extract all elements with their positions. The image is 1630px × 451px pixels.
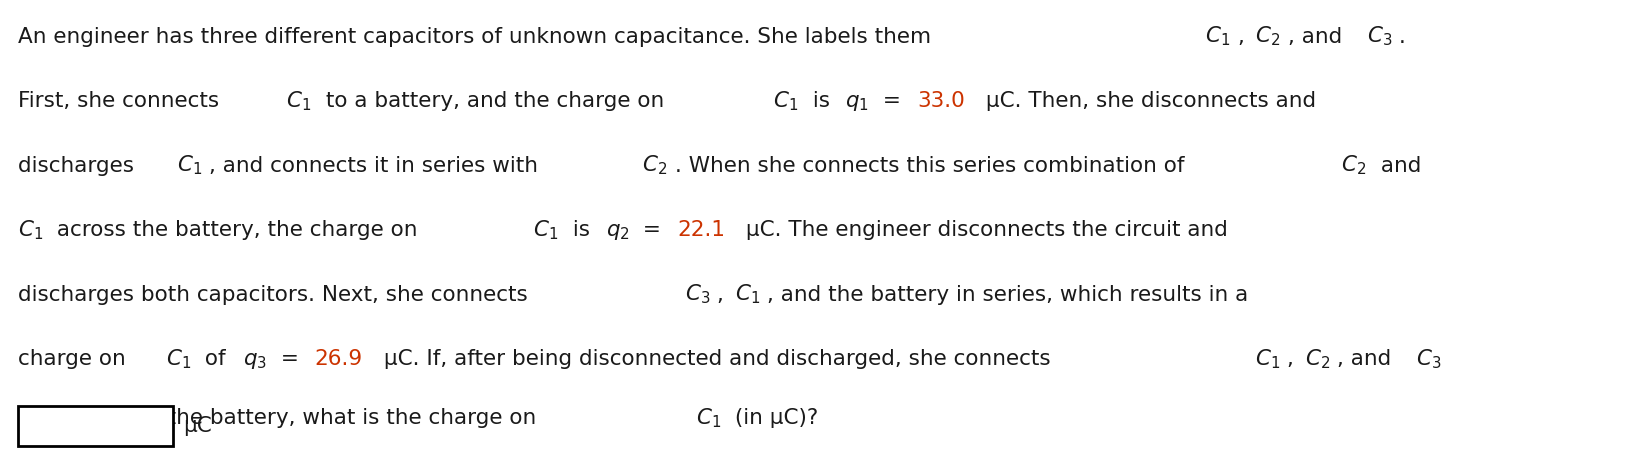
Text: $C_3$: $C_3$ [1416, 347, 1441, 371]
Text: $C_1$: $C_1$ [166, 347, 191, 371]
Text: $C_3$: $C_3$ [1366, 25, 1392, 48]
Text: $C_1$: $C_1$ [533, 218, 559, 242]
Text: $C_1$: $C_1$ [735, 283, 760, 306]
Text: , and the battery in series, which results in a: , and the battery in series, which resul… [768, 285, 1249, 305]
Text: First, she connects: First, she connects [18, 92, 227, 111]
Text: =: = [636, 221, 668, 240]
Text: μC. Then, she disconnects and: μC. Then, she disconnects and [978, 92, 1315, 111]
Text: $C_2$: $C_2$ [1306, 347, 1330, 371]
Text: discharges: discharges [18, 156, 140, 176]
Text: $C_1$: $C_1$ [1255, 347, 1280, 371]
Text: $C_2$: $C_2$ [1255, 25, 1281, 48]
Text: ,: , [717, 285, 730, 305]
Text: $C_1$: $C_1$ [1205, 25, 1231, 48]
Text: 33.0: 33.0 [918, 92, 965, 111]
Text: $q_3$: $q_3$ [243, 351, 267, 371]
Text: $C_1$: $C_1$ [696, 406, 720, 429]
Text: μC. If, after being disconnected and discharged, she connects: μC. If, after being disconnected and dis… [377, 350, 1058, 369]
Text: 22.1: 22.1 [678, 221, 725, 240]
Text: in series with the battery, what is the charge on: in series with the battery, what is the … [18, 408, 543, 428]
Text: $q_2$: $q_2$ [606, 222, 629, 242]
Text: charge on: charge on [18, 350, 132, 369]
Text: $C_3$: $C_3$ [685, 283, 711, 306]
Text: =: = [274, 350, 305, 369]
Text: ,: , [1288, 350, 1301, 369]
Text: and: and [1374, 156, 1421, 176]
Bar [18, 406, 173, 446]
Text: .: . [1399, 27, 1407, 47]
Text: , and connects it in series with: , and connects it in series with [209, 156, 544, 176]
Text: μC: μC [183, 416, 212, 437]
Text: . When she connects this series combination of: . When she connects this series combinat… [675, 156, 1192, 176]
Text: An engineer has three different capacitors of unknown capacitance. She labels th: An engineer has three different capacito… [18, 27, 937, 47]
Text: $q_1$: $q_1$ [846, 93, 869, 113]
Text: $C_2$: $C_2$ [642, 154, 668, 177]
Text: discharges both capacitors. Next, she connects: discharges both capacitors. Next, she co… [18, 285, 535, 305]
Text: to a battery, and the charge on: to a battery, and the charge on [319, 92, 672, 111]
Text: 26.9: 26.9 [315, 350, 363, 369]
Text: $C_2$: $C_2$ [1341, 154, 1366, 177]
Text: is: is [566, 221, 597, 240]
Text: =: = [877, 92, 908, 111]
Text: across the battery, the charge on: across the battery, the charge on [51, 221, 425, 240]
Text: ,: , [1237, 27, 1252, 47]
Text: $C_1$: $C_1$ [176, 154, 202, 177]
Text: is: is [805, 92, 836, 111]
Text: $C_1$: $C_1$ [287, 89, 311, 113]
Text: of: of [199, 350, 233, 369]
Text: $C_1$: $C_1$ [773, 89, 799, 113]
Text: , and: , and [1288, 27, 1350, 47]
Text: (in μC)?: (in μC)? [729, 408, 818, 428]
Text: $C_1$: $C_1$ [18, 218, 42, 242]
Text: μC. The engineer disconnects the circuit and: μC. The engineer disconnects the circuit… [740, 221, 1229, 240]
Text: , and: , and [1338, 350, 1399, 369]
